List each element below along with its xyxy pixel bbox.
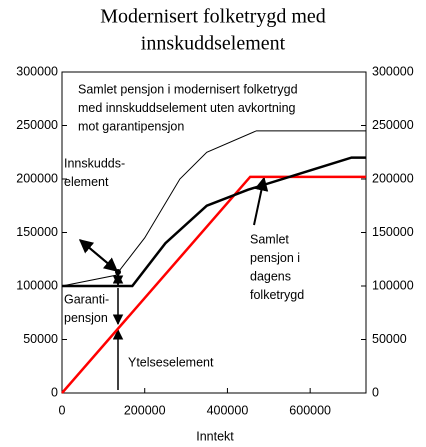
y2-tick-label: 150000 (372, 225, 414, 239)
y-tick-label: 0 (51, 385, 58, 399)
annotation: Samlet (250, 232, 289, 246)
annotation: Innskudds- (64, 156, 125, 170)
x-tick-label: 200000 (124, 403, 166, 417)
x-tick-label: 600000 (289, 403, 331, 417)
y2-tick-label: 200000 (372, 171, 414, 185)
chart-title: Modernisert folketrygd med (100, 6, 326, 28)
arrow (79, 239, 119, 272)
annotation: dagens (250, 269, 291, 283)
series-line (61, 130, 366, 287)
annotation: Garanti- (64, 292, 109, 306)
y2-tick-label: 300000 (372, 64, 414, 78)
y-tick-label: 50000 (23, 332, 58, 346)
series-line (61, 175, 366, 394)
y-tick-label: 250000 (16, 118, 58, 132)
y-tick-label: 200000 (16, 171, 58, 185)
series-line (62, 156, 366, 288)
y2-tick-label: 50000 (372, 332, 407, 346)
y-tick-label: 100000 (16, 278, 58, 292)
chart-title: innskuddselement (141, 33, 286, 55)
annotation: pensjon i (250, 251, 300, 265)
y-tick-label: 300000 (16, 64, 58, 78)
y2-tick-label: 250000 (372, 118, 414, 132)
annotation: pensjon (64, 311, 108, 325)
annotation: element (64, 175, 109, 189)
x-axis-label: Inntekt (196, 429, 234, 443)
x-tick-label: 0 (59, 403, 66, 417)
annotation: med innskuddselement uten avkortning (78, 101, 296, 115)
annotation: Ytelseselement (128, 355, 214, 369)
y2-tick-label: 100000 (372, 278, 414, 292)
annotation: mot garantipensjon (78, 119, 184, 133)
annotation: Samlet pensjon i modernisert folketrygd (78, 82, 298, 96)
x-tick-label: 400000 (207, 403, 249, 417)
y2-tick-label: 0 (372, 385, 379, 399)
y-tick-label: 150000 (16, 225, 58, 239)
annotation: folketrygd (250, 288, 304, 302)
